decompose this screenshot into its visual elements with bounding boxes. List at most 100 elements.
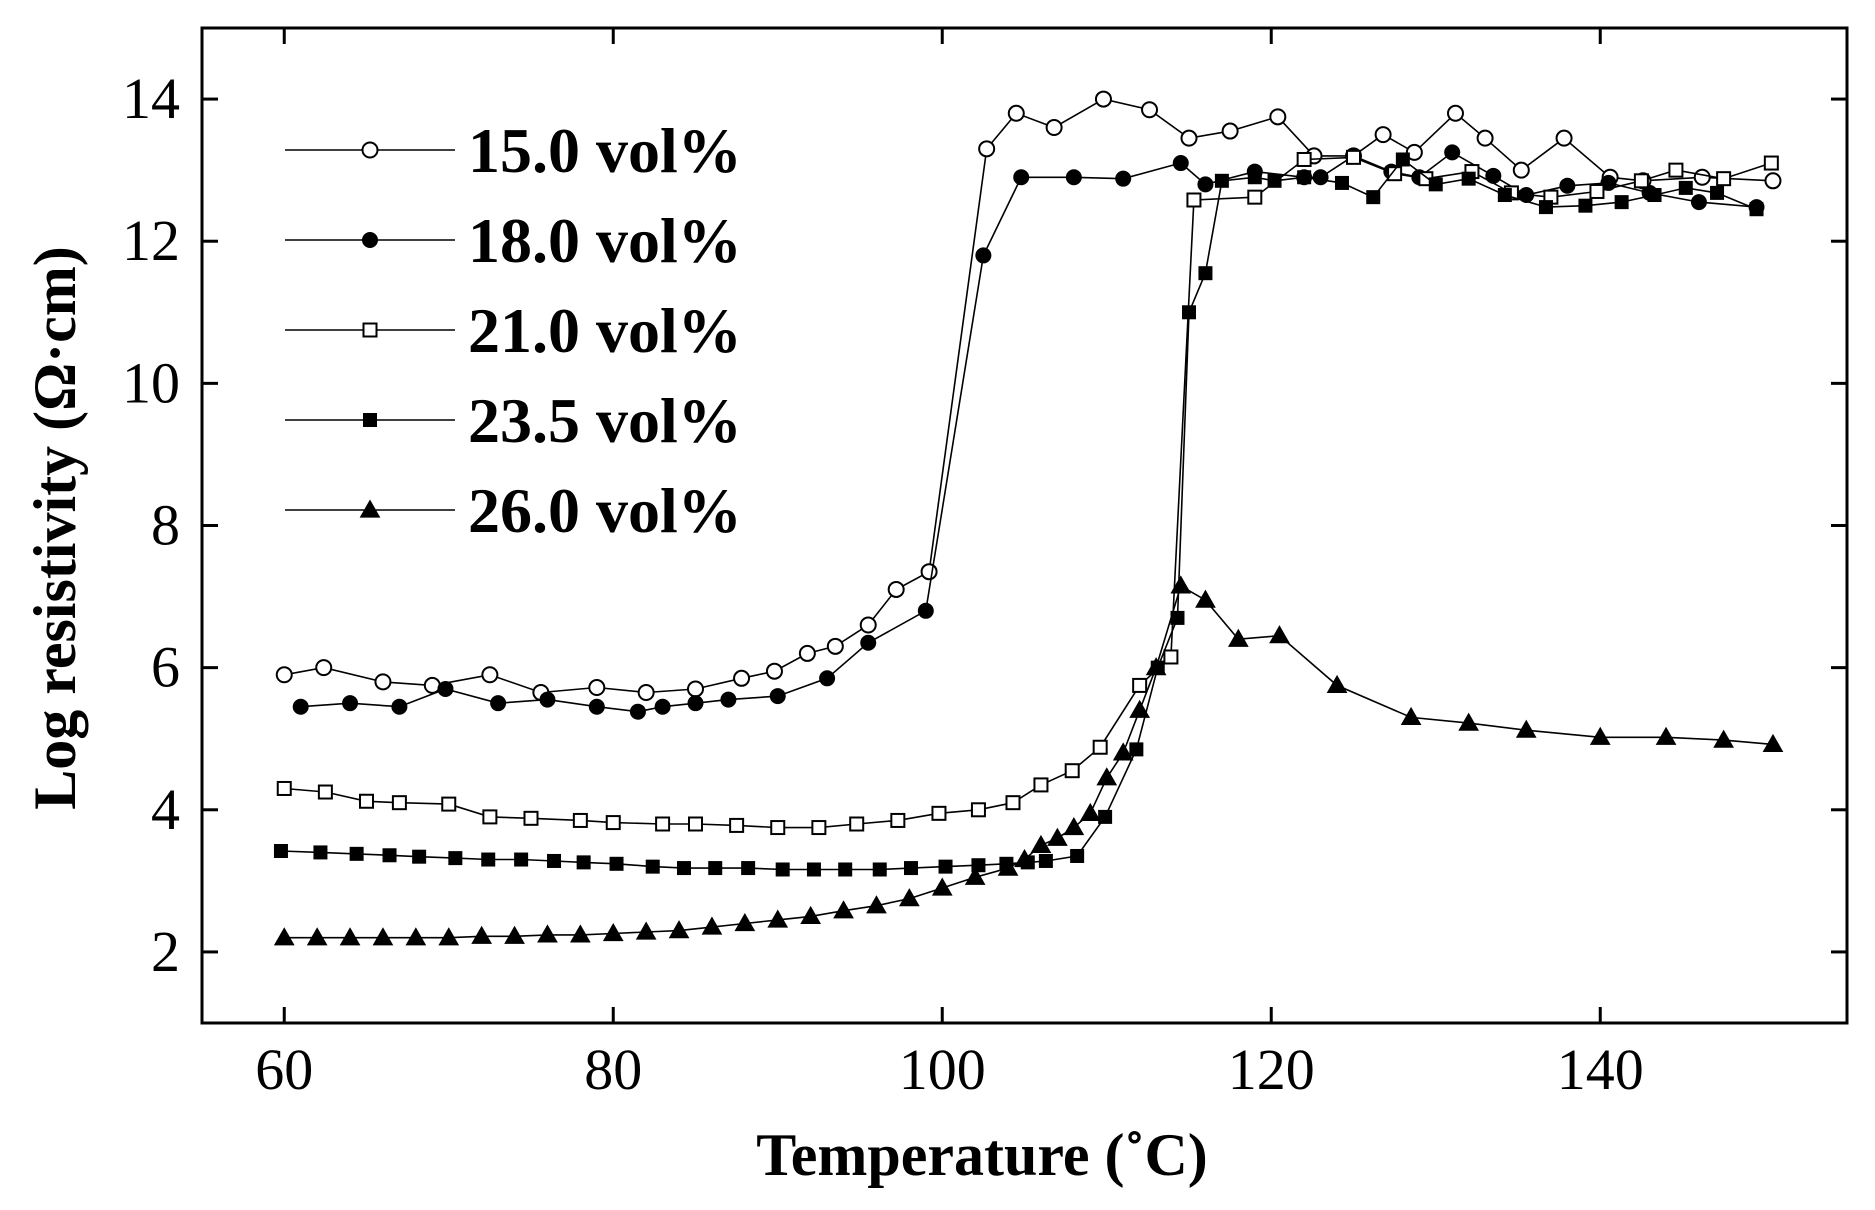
y-tick-label: 10 bbox=[122, 350, 180, 415]
data-point bbox=[1180, 129, 1198, 147]
data-point bbox=[339, 927, 361, 946]
data-point bbox=[481, 666, 499, 684]
data-point bbox=[1227, 628, 1249, 647]
data-point bbox=[798, 644, 816, 662]
data-point bbox=[1444, 144, 1461, 161]
data-point bbox=[1038, 853, 1053, 868]
series-line bbox=[284, 584, 1774, 939]
data-point bbox=[576, 855, 591, 870]
data-point bbox=[313, 845, 328, 860]
data-point bbox=[920, 563, 938, 581]
data-point bbox=[859, 616, 877, 634]
data-point bbox=[1633, 173, 1649, 189]
data-point bbox=[898, 888, 920, 907]
data-point bbox=[668, 920, 690, 939]
data-point bbox=[1198, 266, 1213, 281]
y-tick-label: 8 bbox=[151, 493, 180, 558]
data-point bbox=[547, 853, 562, 868]
data-point bbox=[1458, 712, 1480, 731]
data-point bbox=[1064, 763, 1080, 779]
x-tick-label: 120 bbox=[1228, 1037, 1315, 1102]
data-point bbox=[1515, 719, 1537, 738]
data-point bbox=[342, 695, 359, 712]
legend-marker bbox=[361, 141, 379, 159]
data-point bbox=[1589, 726, 1611, 745]
data-point bbox=[978, 140, 996, 158]
data-point bbox=[997, 857, 1019, 876]
data-point bbox=[833, 900, 854, 919]
data-point bbox=[1014, 849, 1035, 868]
legend-label: 26.0 vol% bbox=[468, 475, 742, 546]
data-point bbox=[1186, 192, 1202, 208]
series-21-0vol bbox=[276, 149, 1779, 836]
data-point bbox=[609, 856, 624, 871]
data-point bbox=[1346, 149, 1361, 165]
y-tick-label: 2 bbox=[151, 919, 180, 984]
data-point bbox=[482, 809, 498, 825]
data-point bbox=[1094, 90, 1112, 108]
y-axis-title: Log resistivity (Ω·cm) bbox=[22, 246, 88, 810]
y-tick-label: 4 bbox=[151, 777, 180, 842]
data-point bbox=[1600, 174, 1617, 191]
data-point bbox=[588, 698, 605, 715]
legend-marker bbox=[359, 499, 381, 518]
legend-label: 23.5 vol% bbox=[468, 385, 742, 456]
data-point bbox=[1195, 589, 1216, 608]
data-point bbox=[1247, 189, 1263, 205]
legend-entry: 26.0 vol% bbox=[285, 475, 742, 546]
data-point bbox=[1589, 183, 1605, 199]
data-point bbox=[800, 905, 822, 925]
x-tick-label: 80 bbox=[584, 1037, 642, 1102]
data-point bbox=[441, 796, 457, 812]
data-point bbox=[1297, 170, 1312, 185]
data-point bbox=[1182, 305, 1196, 320]
data-point bbox=[860, 634, 877, 651]
data-point bbox=[481, 852, 496, 867]
legend-entry: 18.0 vol% bbox=[285, 205, 742, 276]
data-point bbox=[1070, 848, 1085, 863]
data-point bbox=[1115, 170, 1132, 187]
data-point bbox=[1269, 625, 1290, 644]
legend-marker bbox=[362, 322, 378, 338]
data-point bbox=[1716, 171, 1732, 187]
data-point bbox=[1013, 169, 1030, 186]
data-point bbox=[1045, 119, 1063, 136]
data-point bbox=[708, 861, 723, 876]
data-point bbox=[1129, 699, 1151, 718]
data-point bbox=[769, 688, 786, 705]
data-point bbox=[720, 691, 737, 708]
data-point bbox=[438, 927, 460, 946]
data-point bbox=[412, 849, 427, 864]
data-point bbox=[1655, 726, 1677, 745]
data-point bbox=[1326, 674, 1348, 694]
data-point bbox=[770, 820, 786, 836]
data-point bbox=[471, 925, 493, 944]
data-point bbox=[317, 784, 333, 800]
data-point bbox=[1764, 172, 1782, 190]
legend-label: 21.0 vol% bbox=[468, 295, 742, 366]
data-point bbox=[448, 851, 463, 866]
data-point bbox=[806, 862, 821, 877]
data-point bbox=[1476, 129, 1494, 147]
data-point bbox=[1497, 188, 1512, 203]
legend-marker bbox=[362, 232, 378, 248]
data-point bbox=[701, 916, 723, 935]
data-point bbox=[1374, 126, 1392, 144]
data-point bbox=[1098, 809, 1113, 824]
legend-marker bbox=[363, 413, 377, 427]
data-point bbox=[1763, 155, 1779, 171]
data-point bbox=[423, 676, 441, 694]
data-point bbox=[1007, 104, 1025, 122]
series-23-5vol bbox=[273, 152, 1764, 877]
data-point bbox=[315, 659, 333, 677]
legend-entry: 15.0 vol% bbox=[285, 115, 742, 186]
data-point bbox=[687, 680, 704, 698]
x-tick-label: 140 bbox=[1557, 1037, 1644, 1102]
data-point bbox=[975, 247, 992, 264]
data-point bbox=[970, 802, 986, 818]
data-point bbox=[734, 912, 756, 932]
data-point bbox=[811, 820, 827, 836]
data-point bbox=[1132, 677, 1148, 693]
data-point bbox=[605, 815, 621, 831]
